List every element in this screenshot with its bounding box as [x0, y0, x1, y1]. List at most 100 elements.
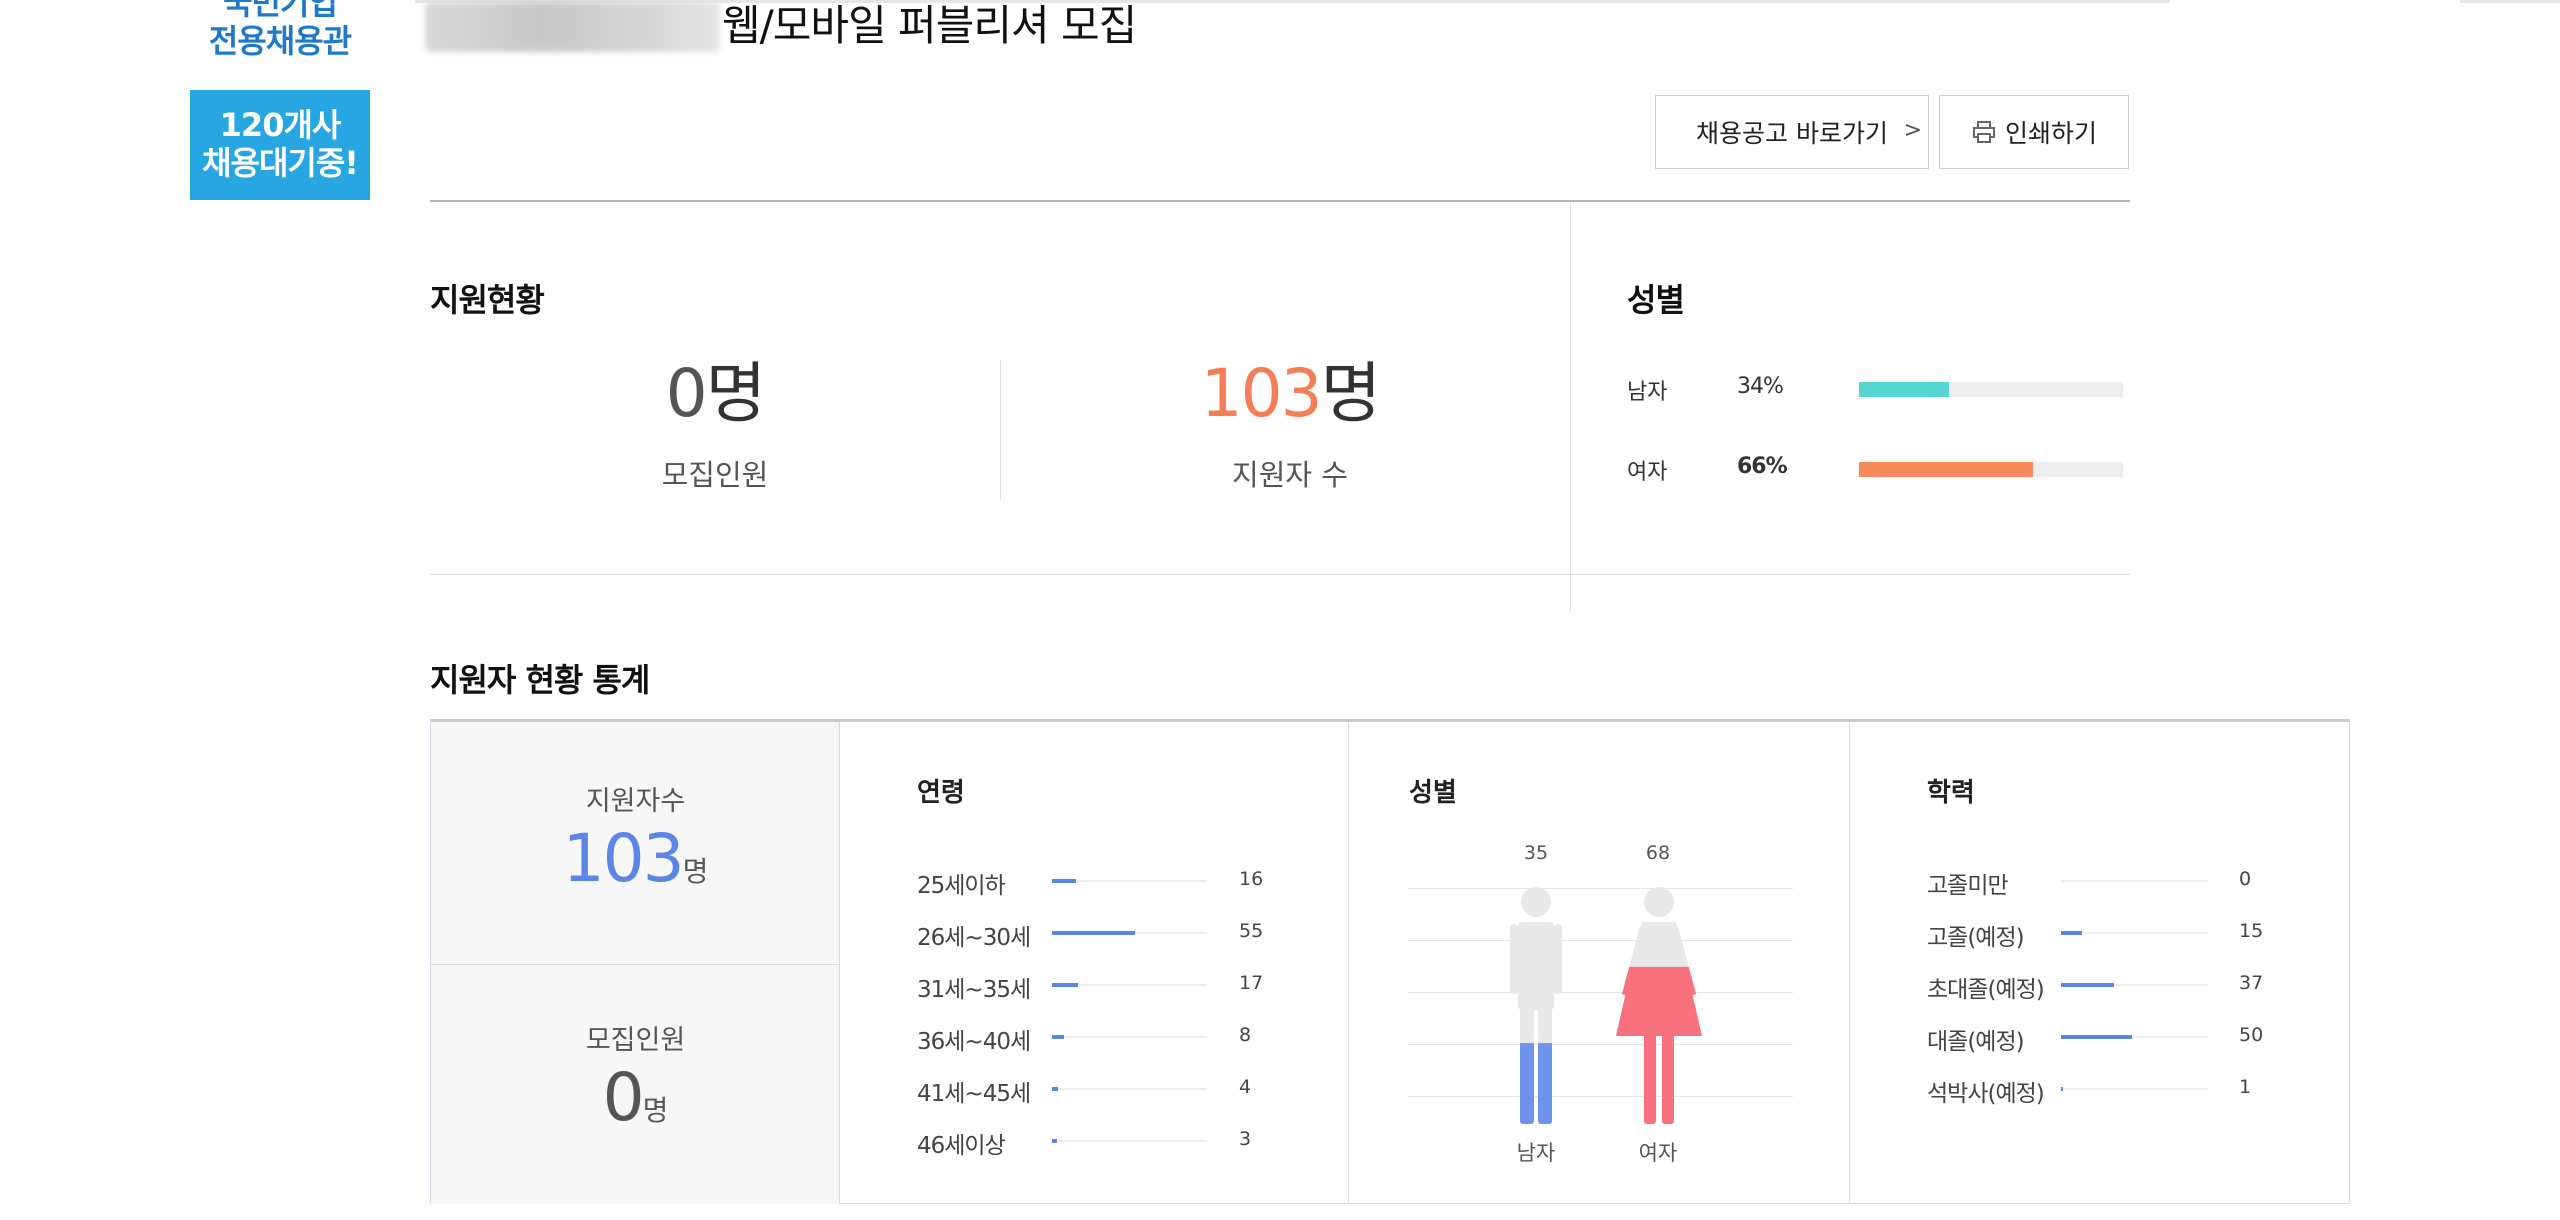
stats-applicants-unit: 명	[682, 855, 709, 888]
stat-bar-value: 4	[1239, 1076, 1252, 1098]
stat-bar-value: 1	[2239, 1076, 2252, 1098]
stat-bar-label: 36세~40세	[917, 1029, 1031, 1055]
stat-bar-fill	[1052, 931, 1135, 935]
stat-bar-fill	[1052, 1087, 1059, 1091]
stat-bar-fill	[1052, 1035, 1065, 1039]
brand-line2: 전용채용관	[208, 22, 352, 60]
stat-bar-row: 석박사(예정) 1	[1927, 1070, 2307, 1110]
stat-bar-row: 25세이하 16	[917, 862, 1297, 902]
brand-banner[interactable]: 국민기업 전용채용관	[190, 0, 370, 62]
stat-bar-label: 26세~30세	[917, 925, 1031, 951]
stat-bar-value: 0	[2239, 868, 2252, 890]
stat-bar-fill	[2061, 1035, 2133, 1039]
applicant-count-unit: 명	[1320, 355, 1382, 432]
age-heading: 연령	[917, 778, 965, 808]
stat-bar-fill	[1052, 879, 1077, 883]
stat-bar-label: 대졸(예정)	[1927, 1029, 2025, 1055]
gridline	[1408, 1044, 1793, 1045]
chevron-right-icon: >	[1903, 118, 1922, 143]
gender-row-female: 여자 66%	[1627, 448, 2127, 488]
gender-heading: 성별	[1627, 281, 1685, 319]
promo-banner[interactable]: 120개사 채용대기중!	[190, 90, 370, 200]
promo-line1: 120개사	[219, 106, 342, 144]
recruit-count-unit: 명	[705, 355, 767, 432]
gender-bar-track	[1859, 462, 2123, 477]
stat-bar-value: 15	[2239, 920, 2264, 942]
gender-bar-track	[1859, 382, 2123, 397]
stat-bar-label: 초대졸(예정)	[1927, 977, 2045, 1003]
stat-bar-fill	[2061, 1087, 2063, 1091]
female-label: 여자	[1638, 1141, 1678, 1165]
job-posting-link-button[interactable]: 채용공고 바로가기 >	[1655, 95, 1929, 169]
stat-bar-label: 41세~45세	[917, 1081, 1031, 1107]
top-divider	[415, 0, 2170, 3]
gender-percent: 34%	[1737, 374, 1784, 399]
stat-bar-track	[1052, 1087, 1207, 1091]
print-label: 인쇄하기	[2004, 119, 2097, 148]
stat-bar-label: 고졸(예정)	[1927, 925, 2025, 951]
stat-bar-track	[1052, 1139, 1207, 1143]
stat-bar-value: 16	[1239, 868, 1264, 890]
stat-bar-track	[1052, 1035, 1207, 1039]
stat-bar-row: 고졸(예정) 15	[1927, 914, 2307, 954]
stat-bar-row: 초대졸(예정) 37	[1927, 966, 2307, 1006]
brand-line1: 국민기업	[223, 0, 338, 22]
header-divider	[430, 200, 2130, 202]
stat-bar-value: 55	[1239, 920, 1264, 942]
male-label: 남자	[1516, 1141, 1556, 1165]
print-button[interactable]: 인쇄하기	[1939, 95, 2129, 169]
gridline	[1408, 992, 1793, 993]
printer-icon	[1972, 121, 1995, 143]
education-heading: 학력	[1927, 778, 1975, 808]
stat-bar-row: 31세~35세 17	[917, 966, 1297, 1006]
stat-bar-track	[1052, 879, 1207, 883]
summary-vertical-divider	[1570, 202, 1571, 612]
stats-applicants-label: 지원자수	[585, 786, 686, 817]
applicant-count: 103명	[1130, 340, 1450, 436]
applicant-count-value: 103	[1200, 355, 1323, 432]
stat-bar-track	[2061, 880, 2208, 882]
recruit-count-value: 0	[665, 355, 708, 432]
stats-applicants-count: 103명	[431, 820, 840, 897]
male-count-value: 35	[1523, 842, 1549, 864]
stat-bar-fill	[1052, 1139, 1057, 1143]
stat-bar-label: 31세~35세	[917, 977, 1031, 1003]
female-figure-icon	[1616, 887, 1702, 1124]
application-status-heading: 지원현황	[430, 281, 545, 319]
stat-bar-value: 17	[1239, 972, 1264, 994]
job-posting-link-label: 채용공고 바로가기	[1696, 119, 1888, 148]
stats-recruit-label: 모집인원	[585, 1025, 686, 1056]
stat-bar-fill	[2061, 931, 2083, 935]
stat-bar-row: 41세~45세 4	[917, 1070, 1297, 1110]
stats-panel: 지원자수 103명 모집인원 0 명 연령 25세이하 16 26세~30세 55 31세…	[430, 719, 2350, 1204]
stat-bar-row: 46세이상 3	[917, 1122, 1297, 1162]
gender-label: 여자	[1627, 460, 1668, 485]
gender-label: 남자	[1627, 380, 1668, 405]
stats-column-divider	[1849, 722, 1850, 1204]
stats-title: 지원자 현황 통계	[430, 661, 650, 699]
stat-bar-track	[1052, 983, 1207, 987]
stats-totals-column: 지원자수 103명 모집인원 0 명	[431, 722, 840, 1204]
male-figure-icon	[1510, 887, 1562, 1124]
gridline	[1408, 1096, 1793, 1097]
gender-figure-chart: 35 68	[1408, 842, 1808, 1172]
stats-totals-divider	[431, 964, 840, 965]
blurred-company-name	[425, 2, 720, 52]
stats-applicants-value: 103	[562, 820, 685, 897]
stat-bar-track	[2061, 1035, 2208, 1039]
gender-bar-fill	[1859, 382, 1949, 397]
stat-bar-label: 고졸미만	[1927, 873, 2009, 899]
top-divider-right	[2460, 0, 2560, 3]
recruit-count: 0명	[560, 340, 870, 436]
stat-bar-label: 석박사(예정)	[1927, 1081, 2045, 1107]
stat-bar-row: 고졸미만 0	[1927, 862, 2307, 902]
stat-bar-track	[2061, 931, 2208, 935]
gender-percent: 66%	[1737, 454, 1788, 479]
gridline	[1408, 940, 1793, 941]
female-count-value: 68	[1645, 842, 1671, 864]
recruit-count-label: 모집인원	[661, 458, 769, 492]
stat-bar-fill	[1052, 983, 1078, 987]
stats-recruit-value: 0	[602, 1059, 645, 1136]
promo-line2: 채용대기중!	[202, 144, 359, 182]
stat-bar-label: 25세이하	[917, 873, 1006, 899]
